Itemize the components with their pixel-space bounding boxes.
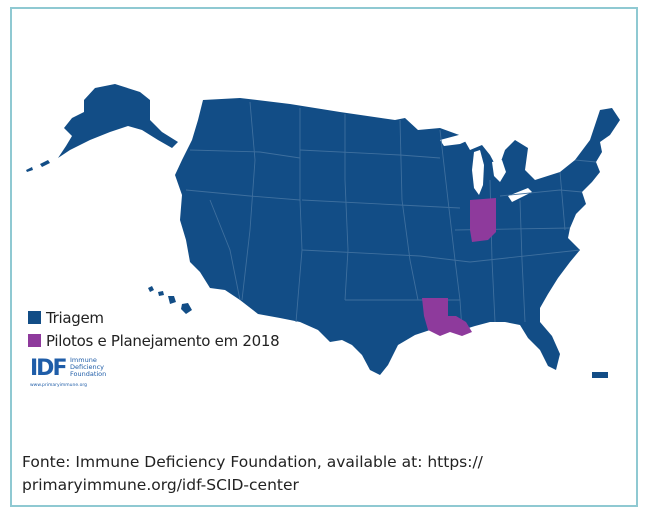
logo-line: Foundation <box>70 370 107 378</box>
source-caption: Fonte: Immune Deficiency Foundation, ava… <box>22 451 622 497</box>
alaska-islands <box>26 160 50 172</box>
lake-huron <box>492 160 506 182</box>
idf-logo: IDF Immune Deficiency Foundation www.pri… <box>30 355 120 391</box>
legend-label: Pilotos e Planejamento em 2018 <box>46 331 280 350</box>
state-louisiana <box>422 298 472 336</box>
puerto-rico <box>592 372 608 378</box>
logo-line: Immune <box>70 356 97 364</box>
logo-text: Immune Deficiency Foundation <box>70 357 106 378</box>
state-boundaries <box>185 101 597 331</box>
legend-item-triagem: Triagem <box>28 306 279 329</box>
legend-label: Triagem <box>46 308 104 327</box>
legend: Triagem Pilotos e Planejamento em 2018 <box>28 306 280 352</box>
caption-line-1: Fonte: Immune Deficiency Foundation, ava… <box>22 453 483 471</box>
lake-michigan <box>472 150 484 195</box>
legend-swatch-pilots <box>28 334 41 347</box>
state-indiana <box>470 198 496 242</box>
state-alaska <box>58 84 178 158</box>
legend-swatch-screening <box>28 311 41 324</box>
state-hawaii <box>148 286 192 314</box>
legend-item-pilotos: Pilotos e Planejamento em 2018 <box>28 329 280 352</box>
caption-line-2: primaryimmune.org/idf-SCID-center <box>22 476 299 494</box>
logo-line: Deficiency <box>70 363 105 371</box>
lake-superior <box>440 132 478 146</box>
lake-erie <box>508 188 532 202</box>
logo-mark: IDF <box>30 356 68 381</box>
logo-url: www.primaryimmune.org <box>30 383 87 388</box>
contiguous-us <box>175 98 620 375</box>
